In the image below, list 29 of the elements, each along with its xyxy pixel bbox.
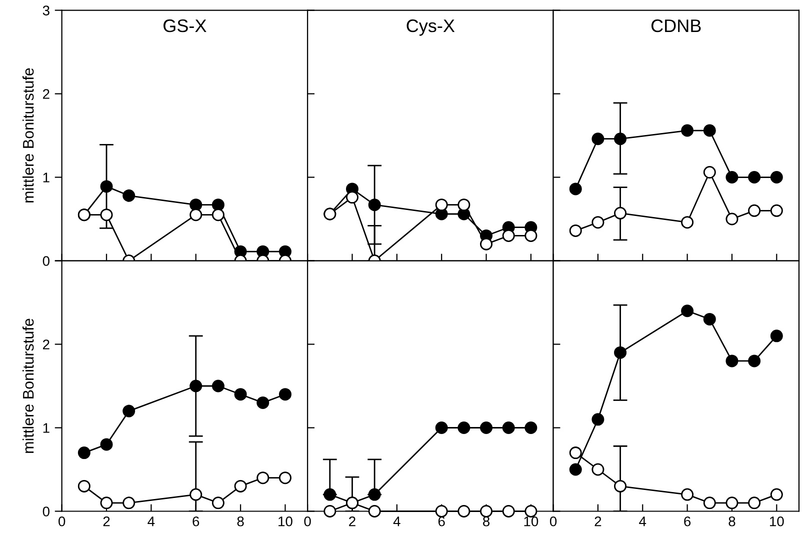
y-tick-label: 1 (43, 172, 50, 182)
x-tick-label: 10 (524, 516, 538, 526)
y-axis-title: mittlere Boniturstufe (22, 318, 34, 453)
y-tick-label: 0 (42, 506, 50, 516)
x-tick-label: 2 (349, 516, 356, 526)
x-tick-label: 6 (438, 516, 445, 526)
y-tick-label: 0 (42, 256, 50, 266)
x-tick-label: 8 (728, 516, 736, 526)
x-tick-label: 0 (58, 516, 66, 526)
x-tick-label: 2 (103, 516, 110, 526)
x-tick-label: 0 (304, 516, 311, 526)
x-tick-label: 4 (148, 516, 155, 526)
chart-title: CDNB (651, 19, 701, 32)
x-tick-label: 6 (192, 516, 200, 526)
y-tick-label: 3 (42, 6, 50, 16)
y-tick-label: 2 (43, 89, 50, 99)
x-tick-label: 6 (684, 516, 691, 526)
x-tick-label: 10 (770, 516, 784, 526)
x-tick-label: 0 (550, 516, 557, 526)
y-tick-label: 1 (43, 423, 50, 433)
x-tick-label: 4 (393, 516, 400, 526)
x-tick-label: 2 (594, 516, 602, 526)
x-tick-label: 10 (278, 516, 292, 526)
x-tick-label: 8 (237, 516, 244, 526)
chart-title: Cys-X (406, 19, 455, 36)
y-axis-title: mittlere Boniturstufe (22, 68, 34, 202)
x-tick-label: 4 (639, 516, 646, 526)
y-tick-label: 2 (43, 340, 50, 350)
chart-title: GS-X (164, 19, 206, 32)
